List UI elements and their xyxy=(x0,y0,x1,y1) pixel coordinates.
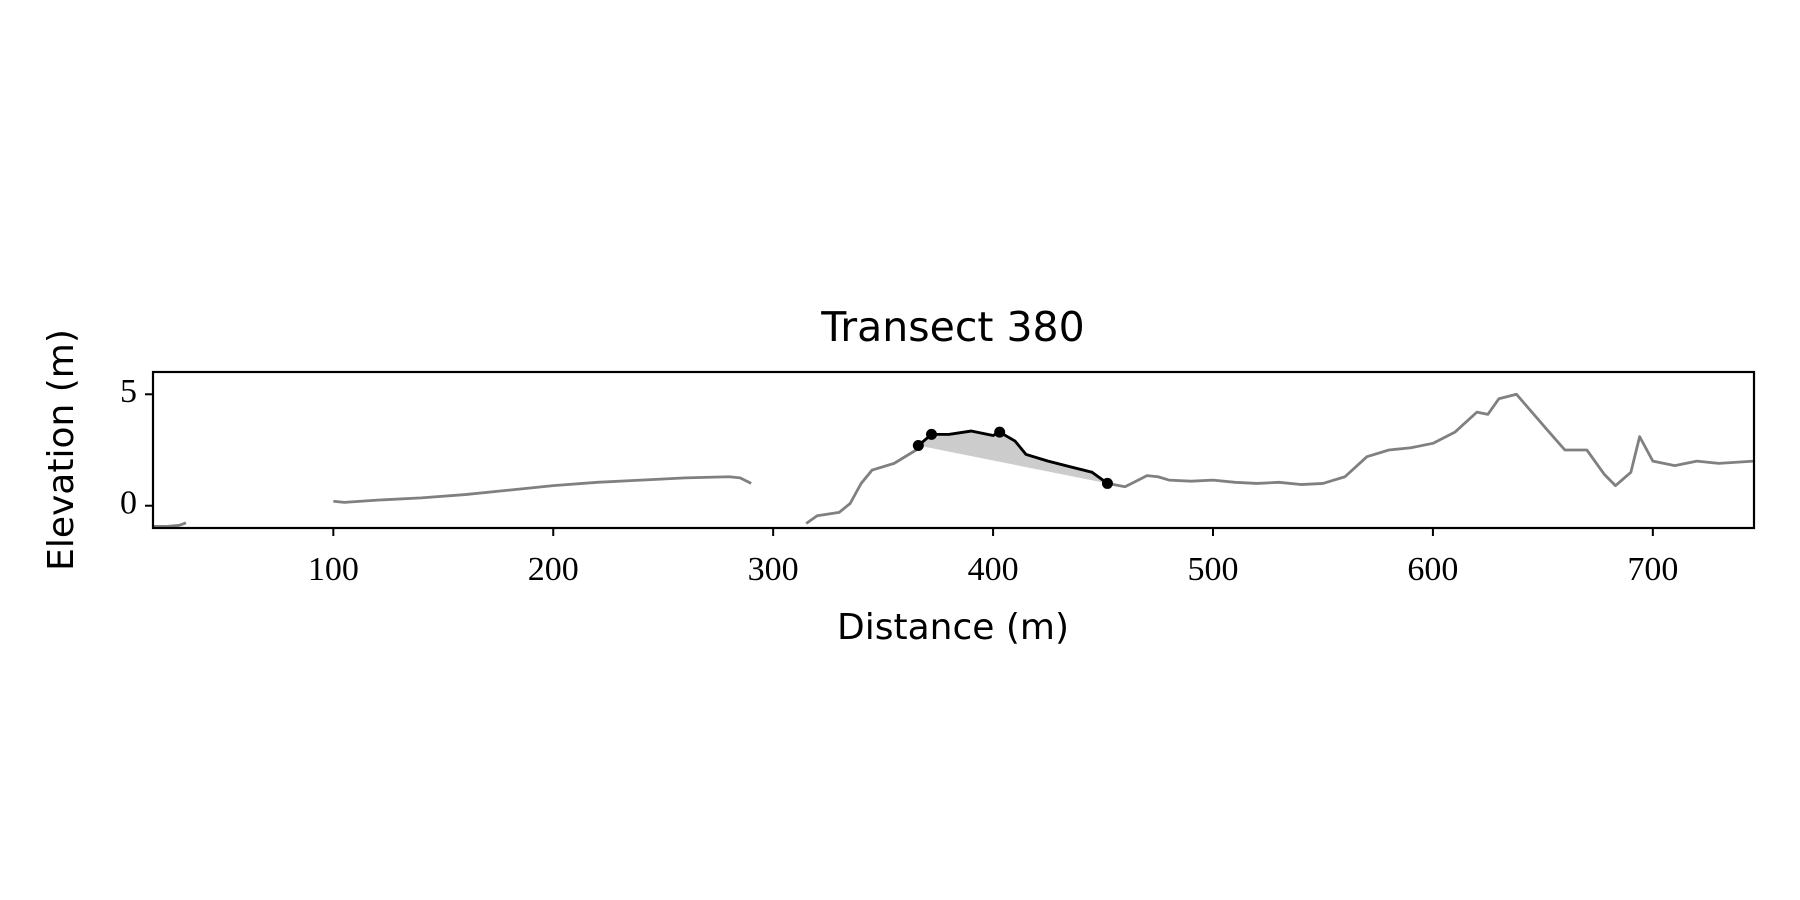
x-tick-label: 600 xyxy=(1407,551,1458,588)
x-tick-label: 200 xyxy=(528,551,579,588)
point xyxy=(912,440,924,452)
point xyxy=(994,426,1006,438)
fill-area xyxy=(918,431,1108,484)
series-line xyxy=(917,429,1109,485)
point xyxy=(926,428,938,440)
y-axis-label: Elevation (m) xyxy=(41,329,82,571)
x-tick-label: 700 xyxy=(1627,551,1678,588)
series-line xyxy=(153,521,187,528)
plot-frame xyxy=(151,370,1756,530)
x-tick-label: 400 xyxy=(968,551,1019,588)
chart-title: Transect 380 xyxy=(820,303,1084,351)
x-tick-label: 500 xyxy=(1188,551,1239,588)
x-tick-label: 300 xyxy=(748,551,799,588)
y-tick-label: 5 xyxy=(120,373,137,410)
series-line xyxy=(805,392,1754,525)
x-tick-label: 100 xyxy=(308,551,359,588)
x-axis-label: Distance (m) xyxy=(837,607,1069,648)
series-line xyxy=(333,475,752,504)
point xyxy=(1101,477,1113,489)
y-tick-label: 0 xyxy=(120,485,137,522)
